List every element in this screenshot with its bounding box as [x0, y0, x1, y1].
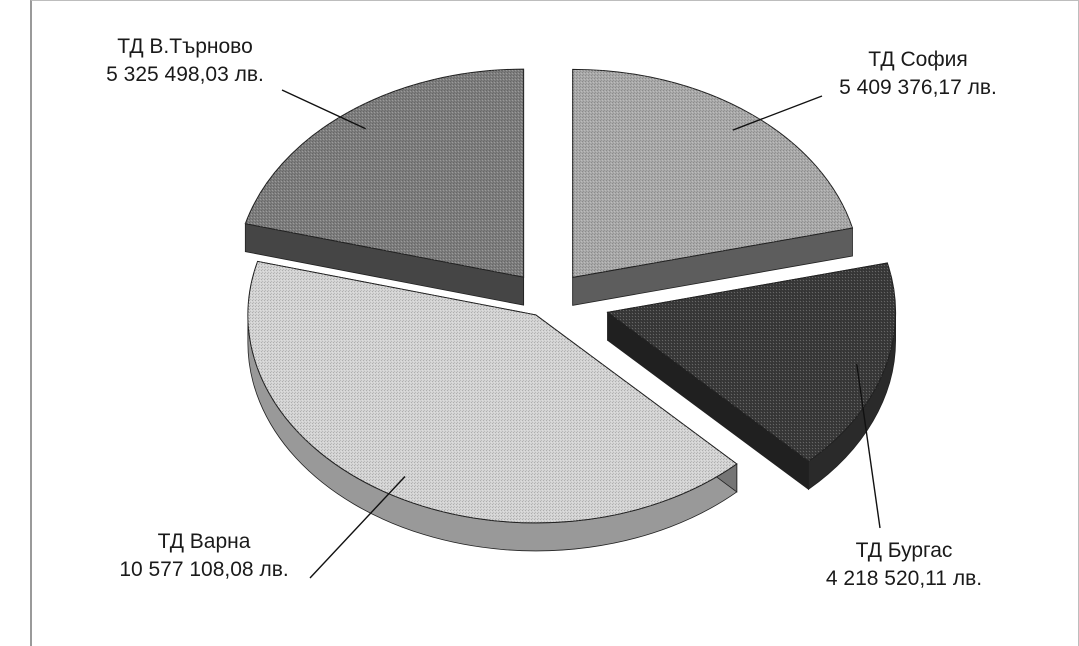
- slice-value-label-0: 5 409 376,17 лв.: [839, 76, 997, 99]
- slice-texture-3: [245, 69, 524, 278]
- leader-line-3: [281, 89, 366, 130]
- leader-line-2: [309, 476, 406, 579]
- slice-label-1: ТД Бургас: [856, 539, 953, 562]
- slice-label-0: ТД София: [868, 48, 967, 71]
- slice-value-label-3: 5 325 498,03 лв.: [106, 63, 264, 86]
- leader-line-1: [856, 363, 881, 529]
- slice-label-2: ТД Варна: [158, 530, 251, 553]
- leader-line-0: [732, 95, 823, 131]
- slice-value-label-1: 4 218 520,11 лв.: [826, 567, 982, 590]
- slice-texture-1: [607, 262, 896, 462]
- slice-label-3: ТД В.Търново: [117, 35, 253, 58]
- slice-texture-0: [572, 69, 853, 278]
- slice-texture-2: [247, 261, 737, 523]
- slice-value-label-2: 10 577 108,08 лв.: [119, 558, 288, 581]
